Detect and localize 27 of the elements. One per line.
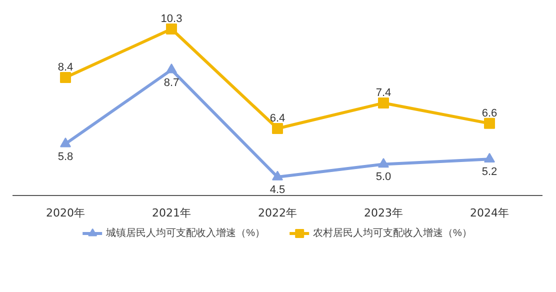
point [378, 98, 389, 108]
point [60, 72, 71, 83]
legend-label: 城镇居民人均可支配收入增速（%） [106, 226, 265, 240]
data-label: 6.4 [270, 112, 286, 125]
point [378, 158, 389, 168]
legend-label: 农村居民人均可支配收入增速（%） [313, 226, 472, 240]
data-label: 10.3 [160, 13, 182, 25]
point [166, 64, 177, 74]
x-tick-label: 2022年 [258, 206, 298, 220]
point [484, 118, 495, 129]
point [166, 24, 177, 34]
x-tick-label: 2020年 [46, 206, 86, 220]
data-label: 4.5 [270, 184, 286, 196]
data-label: 8.7 [164, 76, 180, 89]
data-label: 6.6 [482, 107, 498, 120]
x-tick-label: 2024年 [470, 206, 510, 220]
x-tick-label: 2023年 [364, 206, 404, 220]
point [272, 170, 283, 180]
point [60, 138, 71, 148]
point [484, 152, 495, 163]
x-tick-label: 2021年 [152, 206, 192, 220]
data-label: 7.4 [376, 87, 392, 99]
data-label: 5.8 [58, 150, 74, 163]
point [272, 123, 283, 134]
data-label: 5.2 [482, 166, 498, 178]
data-label: 5.0 [376, 171, 392, 184]
data-label: 8.4 [58, 61, 74, 74]
